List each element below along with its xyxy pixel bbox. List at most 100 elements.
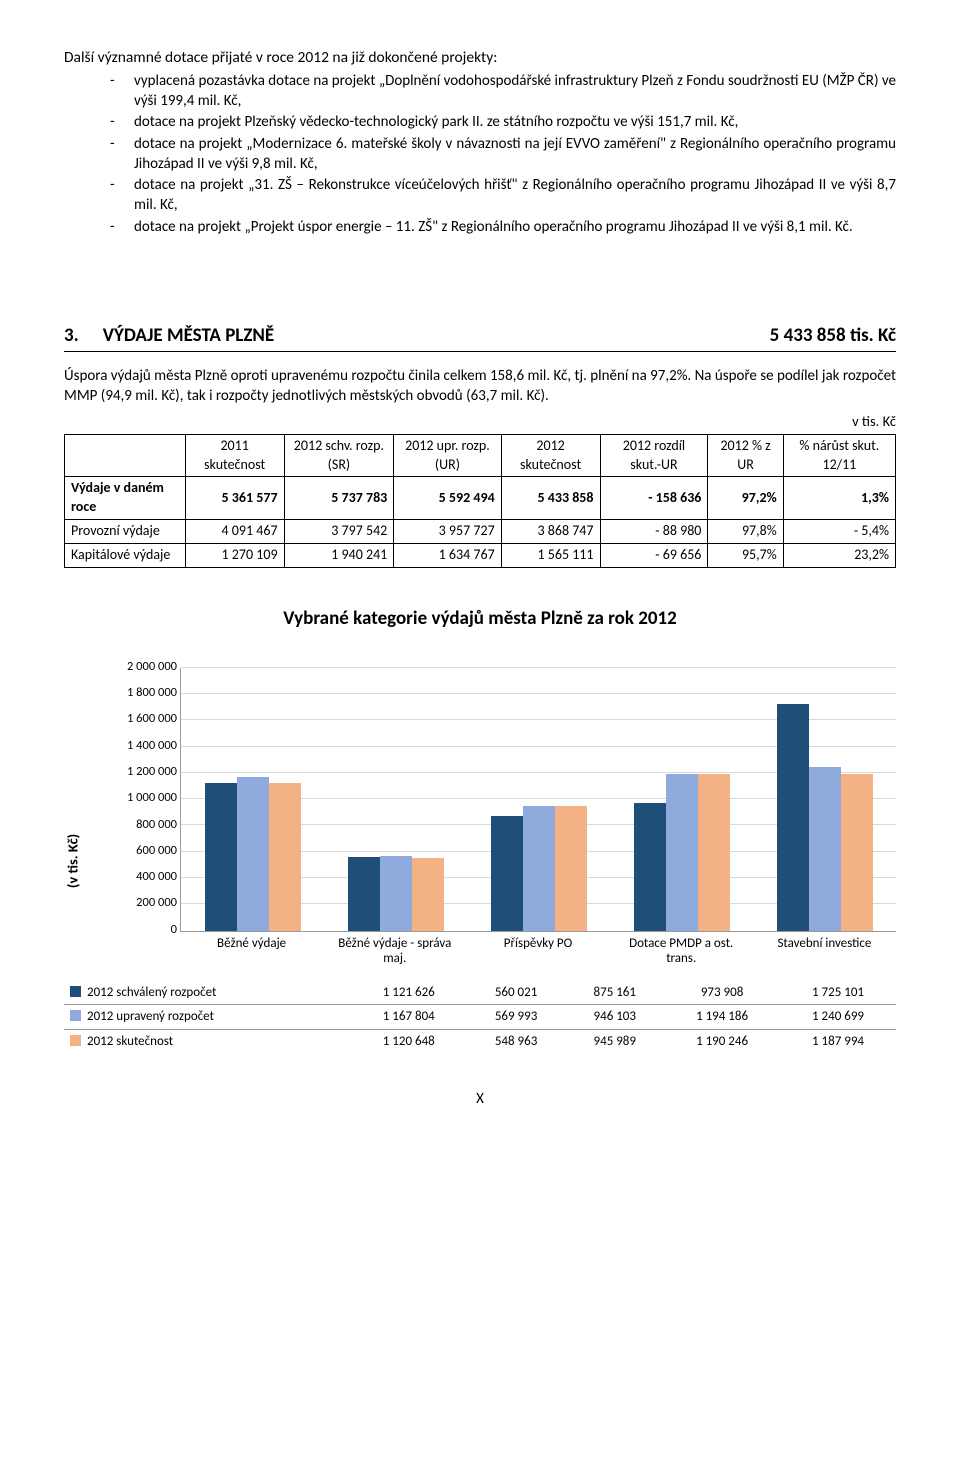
bar-group (467, 668, 610, 931)
table-header: 2012 upr. rozp. (UR) (394, 434, 501, 477)
table-cell: 5 361 577 (185, 477, 284, 520)
y-tick-label: 200 000 (109, 895, 177, 912)
y-tick-label: 1 400 000 (109, 738, 177, 755)
category-label: Běžné výdaje (180, 936, 323, 967)
bar (205, 783, 237, 930)
table-cell: 1,3% (783, 477, 895, 520)
bar (777, 704, 809, 931)
bar (380, 856, 412, 931)
y-tick-label: 1 800 000 (109, 685, 177, 702)
table-header: 2012 schv. rozp. (SR) (284, 434, 394, 477)
bar (634, 803, 666, 931)
section-heading: 3. VÝDAJE MĚSTA PLZNĚ 5 433 858 tis. Kč (64, 323, 896, 352)
y-tick-label: 800 000 (109, 817, 177, 834)
legend-value: 1 167 804 (351, 1005, 467, 1030)
legend-value: 1 240 699 (780, 1005, 896, 1030)
table-cell: 95,7% (708, 544, 783, 568)
table-cell: - 69 656 (600, 544, 708, 568)
table-row-label: Kapitálové výdaje (65, 544, 186, 568)
legend-value: 1 120 648 (351, 1029, 467, 1053)
bullet-item: dotace na projekt „Modernizace 6. mateřs… (110, 134, 896, 175)
expenses-table: 2011 skutečnost2012 schv. rozp. (SR)2012… (64, 434, 896, 568)
table-header (65, 434, 186, 477)
table-cell: 3 797 542 (284, 520, 394, 544)
bar (269, 783, 301, 930)
bar-chart: (v tis. Kč) 0200 000400 000600 000800 00… (64, 668, 896, 1054)
bar-group (753, 668, 896, 931)
legend-value: 1 187 994 (780, 1029, 896, 1053)
legend-series-name: 2012 schválený rozpočet (64, 981, 351, 1005)
summary-paragraph: Úspora výdajů města Plzně oproti upraven… (64, 366, 896, 407)
bar (841, 774, 873, 930)
legend-value: 973 908 (664, 981, 780, 1005)
bullet-list: vyplacená pozastávka dotace na projekt „… (110, 71, 896, 237)
table-cell: - 88 980 (600, 520, 708, 544)
category-labels: Běžné výdajeBěžné výdaje - správa maj.Př… (180, 936, 896, 967)
table-header: 2011 skutečnost (185, 434, 284, 477)
legend-value: 946 103 (565, 1005, 664, 1030)
table-header: 2012 skutečnost (501, 434, 600, 477)
table-cell: 3 868 747 (501, 520, 600, 544)
bar-group (610, 668, 753, 931)
table-cell: 5 737 783 (284, 477, 394, 520)
legend-value: 1 194 186 (664, 1005, 780, 1030)
table-cell: 5 592 494 (394, 477, 501, 520)
legend-swatch (70, 986, 81, 997)
units-note: v tis. Kč (64, 412, 896, 432)
chart-legend-table: 2012 schválený rozpočet1 121 626560 0218… (64, 981, 896, 1054)
y-tick-label: 400 000 (109, 869, 177, 886)
table-cell: 1 634 767 (394, 544, 501, 568)
section-amount: 5 433 858 tis. Kč (770, 323, 896, 349)
y-tick-label: 1 000 000 (109, 790, 177, 807)
bar (698, 774, 730, 931)
page-number: X (64, 1089, 896, 1109)
table-row-label: Provozní výdaje (65, 520, 186, 544)
legend-value: 569 993 (467, 1005, 566, 1030)
bullet-item: vyplacená pozastávka dotace na projekt „… (110, 71, 896, 112)
y-tick-label: 1 600 000 (109, 711, 177, 728)
table-cell: - 158 636 (600, 477, 708, 520)
bullet-item: dotace na projekt „Projekt úspor energie… (110, 217, 896, 237)
y-tick-label: 2 000 000 (109, 659, 177, 676)
legend-series-name: 2012 skutečnost (64, 1029, 351, 1053)
legend-value: 1 190 246 (664, 1029, 780, 1053)
chart-title: Vybrané kategorie výdajů města Plzně za … (64, 606, 896, 632)
intro-heading: Další významné dotace přijaté v roce 201… (64, 48, 896, 69)
legend-swatch (70, 1010, 81, 1021)
table-cell: 1 565 111 (501, 544, 600, 568)
category-label: Stavební investice (753, 936, 896, 967)
table-cell: - 5,4% (783, 520, 895, 544)
table-cell: 97,8% (708, 520, 783, 544)
table-cell: 97,2% (708, 477, 783, 520)
table-header: 2012 rozdíl skut.-UR (600, 434, 708, 477)
bar (555, 806, 587, 930)
bar (666, 774, 698, 931)
bar (491, 816, 523, 931)
legend-value: 1 725 101 (780, 981, 896, 1005)
bar (412, 858, 444, 930)
bullet-item: dotace na projekt Plzeňský vědecko-techn… (110, 112, 896, 132)
table-cell: 3 957 727 (394, 520, 501, 544)
bar (809, 767, 841, 930)
legend-value: 548 963 (467, 1029, 566, 1053)
y-tick-label: 0 (109, 922, 177, 939)
table-row-label: Výdaje v daném roce (65, 477, 186, 520)
table-cell: 5 433 858 (501, 477, 600, 520)
table-header: 2012 % z UR (708, 434, 783, 477)
category-label: Příspěvky PO (466, 936, 609, 967)
y-tick-label: 1 200 000 (109, 764, 177, 781)
table-cell: 23,2% (783, 544, 895, 568)
legend-value: 945 989 (565, 1029, 664, 1053)
bar (523, 806, 555, 930)
bullet-item: dotace na projekt „31. ZŠ – Rekonstrukce… (110, 175, 896, 216)
legend-series-name: 2012 upravený rozpočet (64, 1005, 351, 1030)
legend-value: 560 021 (467, 981, 566, 1005)
section-number: 3. (64, 323, 79, 349)
table-header: % nárůst skut. 12/11 (783, 434, 895, 477)
bar-group (181, 668, 324, 931)
bar-group (324, 668, 467, 931)
category-label: Běžné výdaje - správa maj. (323, 936, 466, 967)
table-cell: 1 940 241 (284, 544, 394, 568)
legend-value: 1 121 626 (351, 981, 467, 1005)
legend-swatch (70, 1035, 81, 1046)
